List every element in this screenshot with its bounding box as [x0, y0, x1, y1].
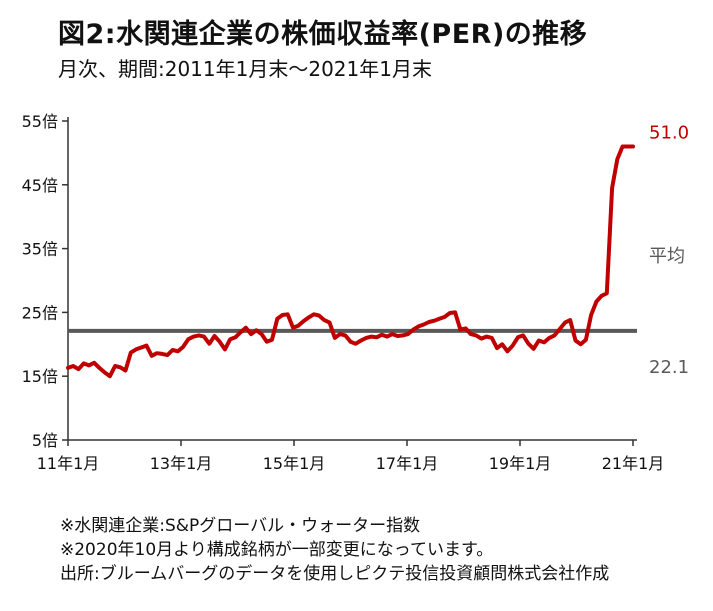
y-tick-label: 45倍: [22, 176, 58, 195]
x-tick-label: 19年1月: [489, 454, 552, 473]
y-tick-label: 35倍: [22, 240, 58, 259]
footnote-index-definition: ※水関連企業:S&Pグローバル・ウォーター指数: [60, 516, 421, 536]
y-tick-label: 5倍: [32, 431, 58, 450]
annotation-group: 51.0 平均 22.1: [649, 123, 689, 378]
annotation-average-label: 平均: [649, 246, 685, 267]
annotation-average-value: 22.1: [649, 357, 689, 378]
x-tick-label: 21年1月: [602, 454, 665, 473]
per-series-line: [66, 144, 635, 379]
footnote-source: 出所:ブルームバーグのデータを使用しピクテ投信投資顧問株式会社作成: [60, 564, 610, 584]
x-tick-label: 17年1月: [376, 454, 439, 473]
chart-subtitle: 月次、期間:2011年1月末～2021年1月末: [58, 57, 432, 81]
y-tick-label: 15倍: [22, 367, 58, 386]
footnote-constituent-change: ※2020年10月より構成銘柄が一部変更になっています。: [60, 540, 494, 560]
chart-title: 図2:水関連企業の株価収益率(PER)の推移: [58, 19, 588, 50]
series-group: [66, 144, 635, 379]
x-tick-label: 13年1月: [150, 454, 213, 473]
annotation-last-value: 51.0: [649, 123, 689, 144]
x-tick-label: 15年1月: [263, 454, 326, 473]
y-tick-label: 25倍: [22, 303, 58, 322]
x-axis: 11年1月 13年1月 15年1月 17年1月 19年1月 21年1月: [37, 439, 665, 473]
y-axis: 5倍 15倍 25倍 35倍 45倍 55倍: [22, 112, 69, 450]
y-tick-label: 55倍: [22, 112, 58, 131]
footnotes: ※水関連企業:S&Pグローバル・ウォーター指数 ※2020年10月より構成銘柄が…: [60, 514, 609, 586]
x-tick-label: 11年1月: [37, 454, 100, 473]
